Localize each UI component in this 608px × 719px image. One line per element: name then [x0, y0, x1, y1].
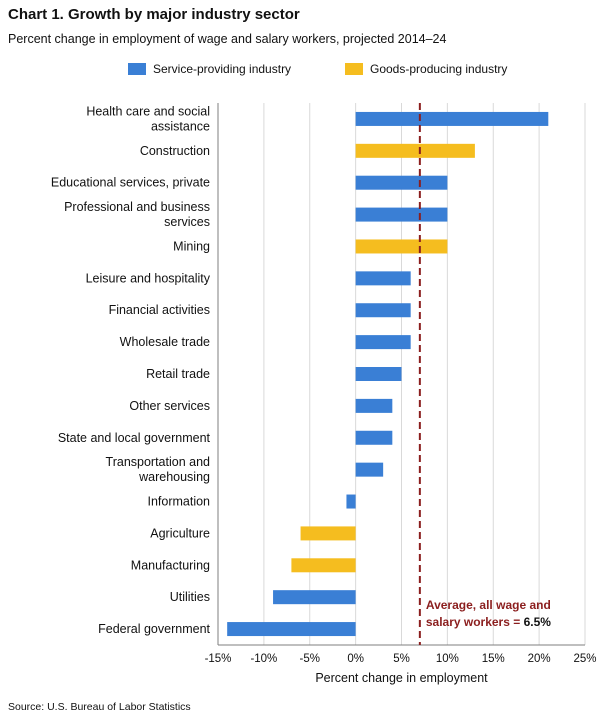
category-label: Federal government — [98, 622, 210, 636]
category-label: Agriculture — [150, 526, 210, 540]
x-tick-label: 0% — [347, 653, 364, 665]
x-tick-label: 10% — [436, 653, 459, 665]
source-note: Source: U.S. Bureau of Labor Statistics — [8, 701, 191, 713]
bar — [273, 590, 356, 605]
bar — [355, 398, 393, 413]
category-label: Wholesale trade — [120, 335, 210, 349]
legend-item-service: Service-providing industry — [128, 62, 291, 76]
legend-item-goods: Goods-producing industry — [345, 62, 507, 76]
bar — [291, 558, 356, 573]
x-tick-label: 15% — [482, 653, 505, 665]
legend-swatch-service — [128, 63, 146, 75]
legend-label-service: Service-providing industry — [153, 62, 292, 76]
category-label: State and local government — [58, 431, 211, 445]
bar — [355, 175, 448, 190]
chart-subtitle: Percent change in employment of wage and… — [8, 32, 447, 46]
chart-title: Chart 1. Growth by major industry sector — [8, 6, 300, 23]
bar — [355, 462, 384, 477]
category-label: Manufacturing — [131, 558, 210, 572]
category-label: Financial activities — [109, 303, 210, 317]
category-label: Other services — [129, 399, 210, 413]
legend-swatch-goods — [345, 63, 363, 75]
x-tick-label: -15% — [205, 653, 232, 665]
x-tick-label: -5% — [300, 653, 320, 665]
x-tick-label: 25% — [573, 653, 596, 665]
bar — [355, 303, 411, 318]
legend: Service-providing industry Goods-produci… — [0, 62, 608, 82]
category-label: Professional and business services — [64, 200, 210, 229]
category-label: Utilities — [170, 590, 210, 604]
category-label: Retail trade — [146, 367, 210, 381]
bar — [300, 526, 356, 541]
x-tick-label: 5% — [393, 653, 410, 665]
category-label: Information — [147, 495, 210, 509]
category-label: Construction — [140, 144, 210, 158]
x-tick-label: 20% — [528, 653, 551, 665]
bar — [355, 367, 402, 381]
bar — [355, 111, 549, 126]
bar — [355, 335, 411, 350]
legend-label-goods: Goods-producing industry — [370, 62, 508, 76]
x-axis-title: Percent change in employment — [315, 671, 488, 685]
bar — [355, 271, 411, 286]
category-label: Mining — [173, 239, 210, 253]
category-label: Health care and social assistance — [86, 104, 210, 133]
bar — [346, 494, 356, 509]
x-tick-label: -10% — [250, 653, 277, 665]
bar — [355, 239, 448, 254]
bar — [355, 207, 448, 222]
bar — [355, 143, 475, 158]
average-annotation-line-2: salary workers = 6.5% — [426, 615, 551, 629]
average-annotation-line-1: Average, all wage and — [426, 598, 551, 612]
category-label: Leisure and hospitality — [86, 271, 211, 285]
bar — [355, 430, 393, 445]
category-label: Educational services, private — [51, 176, 210, 190]
bar — [227, 622, 356, 637]
category-label: Transportation and warehousing — [106, 455, 211, 484]
